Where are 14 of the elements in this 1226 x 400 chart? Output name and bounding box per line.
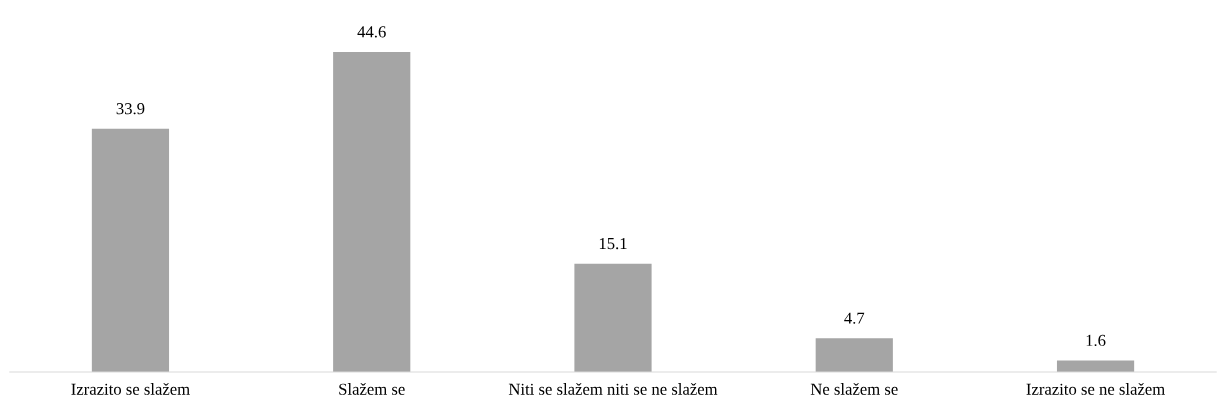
data-label: 33.9 — [116, 103, 145, 115]
x-tick-label: Niti se slažem niti se ne slažem — [508, 383, 718, 395]
x-tick-label: Izrazito se ne slažem — [1026, 383, 1165, 395]
bar — [574, 263, 652, 372]
bar — [815, 338, 893, 372]
x-tick-label: Ne slažem se — [810, 383, 898, 395]
data-label: 15.1 — [599, 238, 627, 250]
x-tick-label: Slažem se — [339, 383, 405, 395]
bar — [91, 128, 170, 372]
bar — [333, 52, 411, 372]
x-tick-label: Izrazito se slažem — [71, 383, 190, 395]
data-label: 4.7 — [844, 312, 865, 324]
data-label: 1.6 — [1086, 334, 1106, 347]
data-label: 44.6 — [357, 26, 386, 38]
